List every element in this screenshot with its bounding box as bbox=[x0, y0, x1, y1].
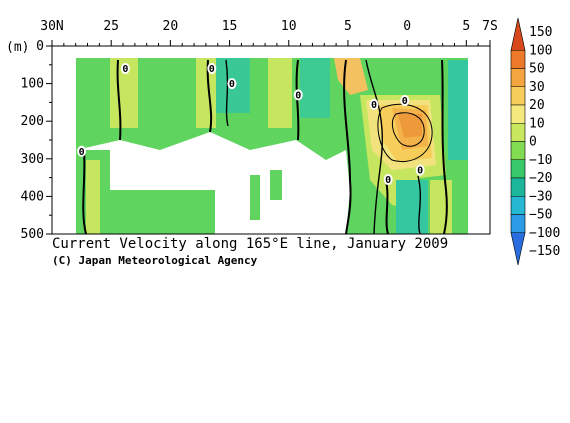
colorbar-label: −150 bbox=[529, 244, 560, 259]
contour-north-4 bbox=[295, 59, 300, 141]
x-tick-label: 30N bbox=[40, 19, 63, 34]
contour-label: 0 bbox=[79, 147, 85, 158]
y-tick-label: 0 bbox=[36, 39, 44, 54]
colorbar-segment bbox=[510, 159, 526, 179]
chart-credit: (C) Japan Meteorological Agency bbox=[52, 254, 258, 267]
contour-label-bg bbox=[227, 78, 237, 90]
colorbar bbox=[510, 17, 526, 266]
x-tick-label: 5 bbox=[344, 19, 352, 34]
y-tick-label: 100 bbox=[21, 77, 44, 92]
contour-label: 0 bbox=[385, 175, 391, 186]
colorbar-segment bbox=[510, 104, 526, 124]
x-tick-label: 25 bbox=[103, 19, 119, 34]
contour-north-1 bbox=[116, 59, 122, 141]
contour-label: 0 bbox=[371, 100, 377, 111]
colorbar-segment bbox=[510, 49, 526, 69]
y-axis-label: (m) bbox=[6, 40, 29, 55]
contour-20-ring bbox=[391, 112, 425, 147]
contour-west-deep bbox=[82, 149, 87, 234]
field-equatorial-orange-3 bbox=[398, 114, 422, 138]
field-deep-patch bbox=[250, 175, 260, 220]
field-deep-west-lime bbox=[86, 160, 100, 234]
x-tick-label: 7S bbox=[482, 19, 498, 34]
contour-label: 0 bbox=[122, 64, 128, 75]
contour-east-deep bbox=[385, 179, 389, 234]
x-axis-ticks bbox=[51, 40, 491, 46]
contour-label-bg bbox=[383, 173, 393, 185]
contour-zero-1 bbox=[343, 59, 352, 234]
y-tick-label: 300 bbox=[21, 152, 44, 167]
field-north-lime-3 bbox=[268, 58, 292, 128]
contour-zero-3 bbox=[441, 59, 448, 234]
colorbar-label: 10 bbox=[529, 116, 545, 131]
contour-label-bg bbox=[120, 63, 130, 75]
contour-label: 0 bbox=[209, 64, 215, 75]
colorbar-segment bbox=[510, 214, 526, 234]
colorbar-segment bbox=[510, 122, 526, 142]
colorbar-label: −100 bbox=[529, 226, 560, 241]
contour-east-deep-2 bbox=[417, 175, 421, 234]
colorbar-label: −50 bbox=[529, 208, 552, 223]
colorbar-label: 30 bbox=[529, 80, 545, 95]
x-tick-label: 5 bbox=[462, 19, 470, 34]
field-deep-cyan bbox=[396, 180, 428, 234]
colorbar-label: 0 bbox=[529, 135, 537, 150]
contour-label-bg bbox=[293, 89, 303, 101]
contour-label-bg bbox=[415, 164, 425, 176]
field-north-cyan-2 bbox=[300, 58, 330, 118]
y-axis-tick-labels: 0 100 200 300 400 500 bbox=[21, 39, 44, 242]
y-axis-ticks bbox=[46, 45, 52, 235]
contour-zero-2 bbox=[365, 59, 384, 234]
field-upper-orange bbox=[334, 58, 368, 95]
contour-label: 0 bbox=[417, 166, 423, 177]
x-axis-tick-labels: 30N 25 20 15 10 5 0 5 7S bbox=[40, 19, 498, 34]
y-tick-label: 200 bbox=[21, 114, 44, 129]
colorbar-segment bbox=[510, 17, 526, 51]
field-north-lower bbox=[76, 128, 346, 160]
contour-label: 0 bbox=[229, 79, 235, 90]
colorbar-label: 20 bbox=[529, 98, 545, 113]
colorbar-label: 50 bbox=[529, 62, 545, 77]
colorbar-segment bbox=[510, 86, 526, 106]
contour-north-3 bbox=[225, 59, 229, 127]
colorbar-label: 100 bbox=[529, 43, 552, 58]
colorbar-segment bbox=[510, 68, 526, 88]
y-tick-label: 400 bbox=[21, 189, 44, 204]
x-tick-label: 15 bbox=[222, 19, 238, 34]
colorbar-label: 150 bbox=[529, 25, 552, 40]
contour-label-bg bbox=[369, 98, 379, 110]
x-tick-label: 10 bbox=[281, 19, 297, 34]
contour-label: 0 bbox=[295, 90, 301, 101]
colorbar-segment bbox=[510, 141, 526, 161]
x-tick-label: 20 bbox=[163, 19, 179, 34]
colorbar-segment bbox=[510, 177, 526, 197]
colorbar-segment bbox=[510, 232, 526, 266]
colorbar-label: −20 bbox=[529, 171, 552, 186]
contour-10-ring bbox=[377, 103, 433, 163]
y-tick-label: 500 bbox=[21, 227, 44, 242]
field-east-cyan bbox=[448, 60, 468, 160]
contour-label: 0 bbox=[402, 96, 408, 107]
chart-title: Current Velocity along 165°E line, Janua… bbox=[52, 236, 448, 252]
colorbar-label: −30 bbox=[529, 189, 552, 204]
contour-label-bg bbox=[207, 63, 217, 75]
contour-label-bg bbox=[400, 95, 410, 107]
contour-labels: 0 0 0 0 0 0 0 0 0 bbox=[77, 63, 425, 186]
x-tick-label: 0 bbox=[403, 19, 411, 34]
field-deep-lime bbox=[430, 180, 452, 234]
contour-label-bg bbox=[77, 145, 87, 157]
colorbar-label: −10 bbox=[529, 153, 552, 168]
field-deep-mid bbox=[110, 190, 215, 234]
colorbar-segment bbox=[510, 195, 526, 215]
field-deep-patch-2 bbox=[270, 170, 282, 200]
